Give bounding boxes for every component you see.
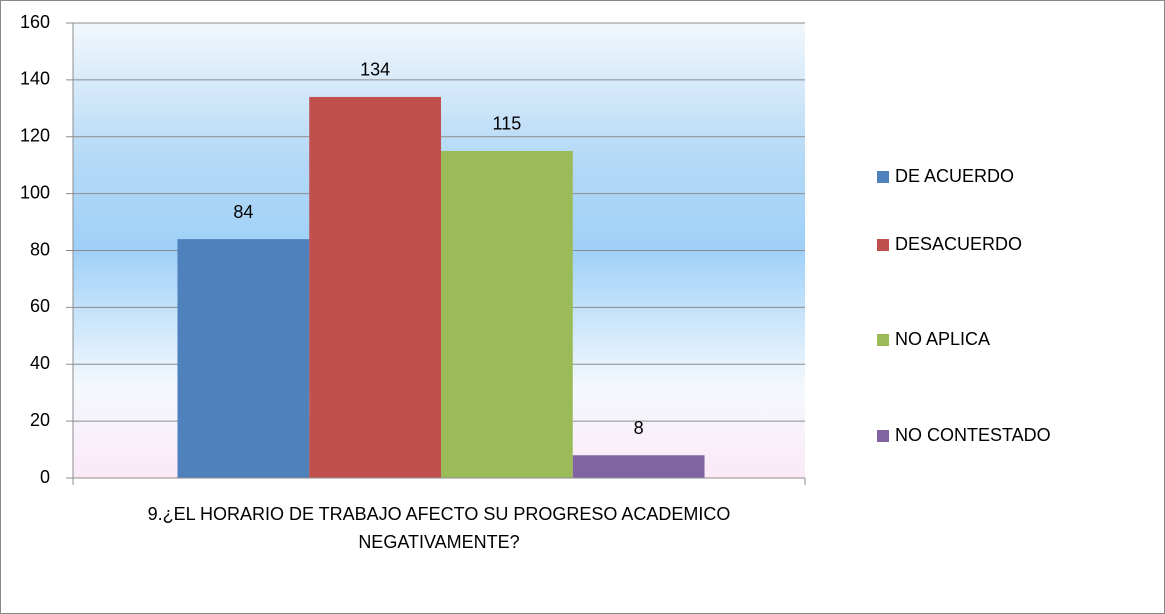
data-label: 8 — [634, 418, 644, 438]
y-tick-label: 20 — [30, 410, 50, 430]
y-tick-label: 0 — [40, 467, 50, 487]
bar — [309, 96, 441, 478]
data-label: 115 — [493, 114, 522, 134]
legend-label: DE ACUERDO — [895, 166, 1014, 186]
y-tick-label: 140 — [20, 69, 50, 89]
legend-swatch — [877, 171, 889, 183]
bar — [177, 239, 310, 478]
y-tick-label: 120 — [20, 126, 50, 146]
bar — [441, 150, 573, 478]
y-tick-label: 60 — [30, 296, 50, 316]
legend-label: NO CONTESTADO — [895, 425, 1051, 445]
legend-label: DESACUERDO — [895, 234, 1022, 254]
y-tick-label: 160 — [20, 12, 50, 32]
legend-swatch — [877, 334, 889, 346]
y-tick-label: 80 — [30, 239, 50, 259]
data-label: 84 — [233, 202, 253, 222]
y-tick-label: 100 — [20, 182, 50, 202]
category-label: 9.¿EL HORARIO DE TRABAJO AFECTO SU PROGR… — [147, 504, 731, 552]
legend-swatch — [877, 239, 889, 251]
legend-label: NO APLICA — [895, 329, 990, 349]
data-label: 134 — [360, 60, 390, 80]
y-tick-label: 40 — [30, 353, 50, 373]
bar — [572, 455, 705, 478]
legend-swatch — [877, 430, 889, 442]
